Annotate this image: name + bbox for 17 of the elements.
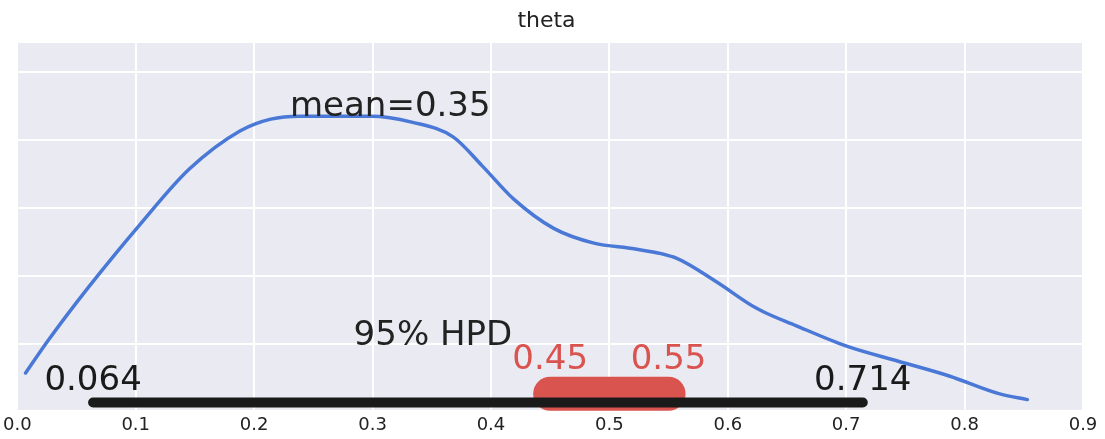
annotation: 0.064 — [44, 357, 142, 398]
x-tick-label: 0.6 — [713, 412, 743, 434]
chart-title: theta — [517, 6, 576, 32]
annotation: 0.45 — [512, 336, 589, 377]
annotation: 95% HPD — [353, 312, 513, 353]
x-tick-label: 0.9 — [1068, 412, 1098, 434]
x-tick-label: 0.4 — [476, 412, 506, 434]
x-tick-label: 0.5 — [595, 412, 624, 434]
annotation: mean=0.35 — [289, 84, 491, 125]
x-tick-label: 0.3 — [358, 412, 387, 434]
x-tick-label: 0.0 — [2, 412, 32, 434]
x-tick-label: 0.7 — [831, 412, 861, 434]
x-tick-label: 0.1 — [121, 412, 151, 434]
annotation: 0.55 — [630, 336, 707, 377]
x-tick-label: 0.2 — [239, 412, 269, 434]
annotation: 0.714 — [814, 357, 912, 398]
x-tick-label: 0.8 — [950, 412, 979, 434]
